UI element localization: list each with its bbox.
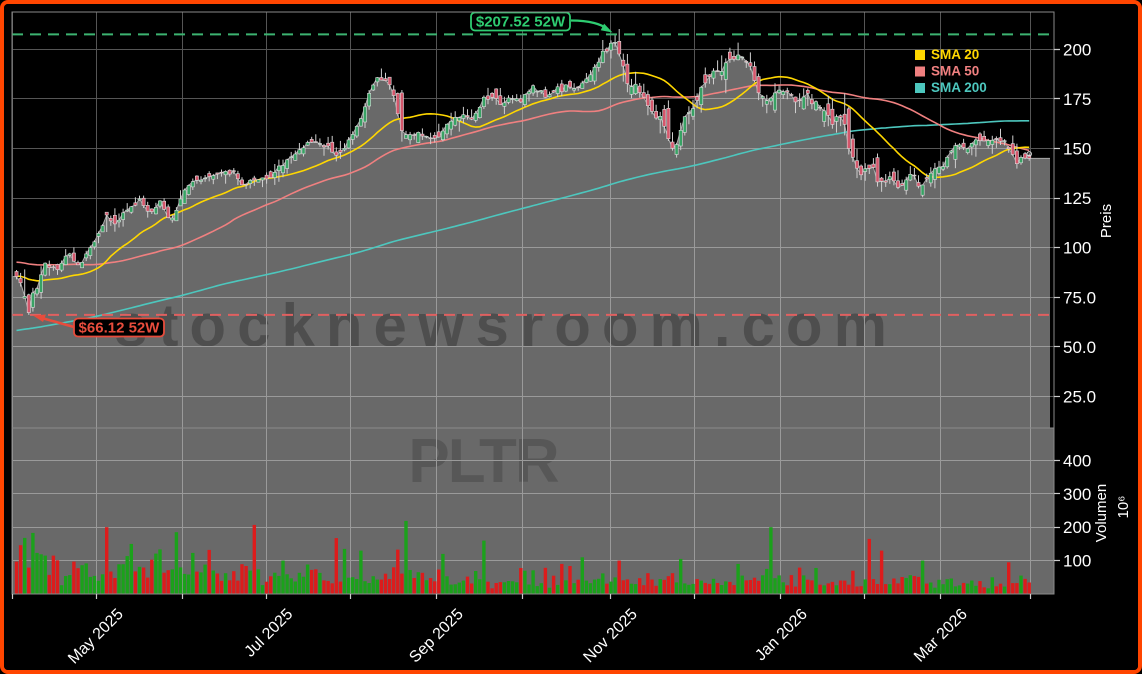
svg-text:$66.12 52W: $66.12 52W [79, 320, 161, 337]
svg-text:25.0: 25.0 [1063, 388, 1096, 407]
svg-text:100: 100 [1063, 239, 1091, 258]
svg-text:50.0: 50.0 [1063, 338, 1096, 357]
svg-text:200: 200 [1063, 40, 1091, 59]
svg-text:$207.52 52W: $207.52 52W [476, 14, 566, 31]
svg-text:125: 125 [1063, 189, 1091, 208]
svg-text:SMA 50: SMA 50 [931, 64, 979, 79]
svg-text:Preis: Preis [1098, 204, 1115, 238]
svg-text:PLTR: PLTR [408, 427, 558, 496]
svg-text:100: 100 [1063, 552, 1091, 571]
svg-text:300: 300 [1063, 485, 1091, 504]
svg-text:75.0: 75.0 [1063, 288, 1096, 307]
svg-text:Volumen: Volumen [1093, 484, 1110, 542]
svg-text:SMA 20: SMA 20 [931, 47, 979, 62]
svg-text:150: 150 [1063, 140, 1091, 159]
svg-text:SMA 200: SMA 200 [931, 80, 987, 95]
svg-text:10⁶: 10⁶ [1115, 496, 1132, 519]
svg-text:200: 200 [1063, 518, 1091, 537]
svg-text:175: 175 [1063, 90, 1091, 109]
svg-text:400: 400 [1063, 451, 1091, 470]
svg-text:stocknewsroom.com: stocknewsroom.com [114, 292, 898, 359]
